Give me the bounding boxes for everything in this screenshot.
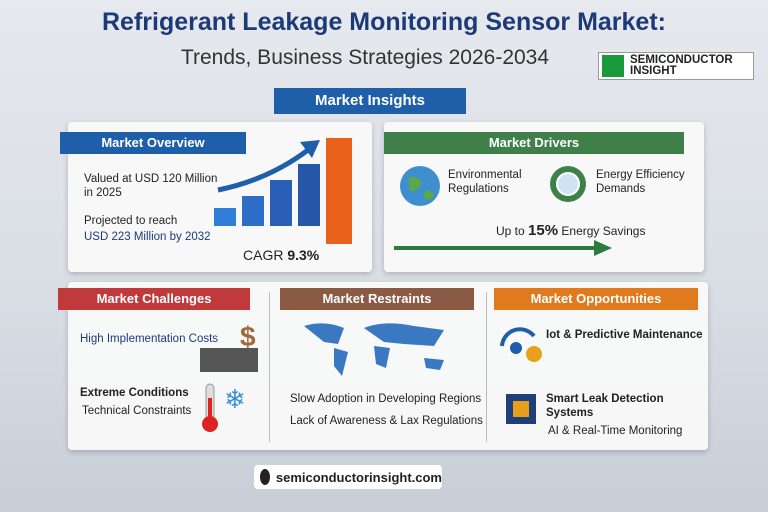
text: High Implementation Costs [80, 333, 219, 345]
svg-text:❄: ❄ [224, 384, 246, 414]
text: Projected to reach [84, 215, 178, 227]
heading: Market Restraints [280, 288, 474, 310]
lower-panel: Market Challenges High Implementation Co… [58, 282, 708, 450]
cagr: CAGR 9.3% [243, 247, 319, 263]
heading: Market Opportunities [494, 288, 698, 310]
map-icon [304, 323, 444, 376]
globe-icon [400, 166, 440, 206]
text: Smart Leak Detection Systems [546, 393, 664, 419]
cost-icon: $ [200, 321, 258, 372]
logo-text: SEMICONDUCTOR [630, 54, 733, 66]
text: Up to [496, 224, 525, 238]
arrow [394, 240, 612, 256]
svg-text:$: $ [240, 321, 256, 352]
heading: Market Overview [60, 132, 246, 154]
logo: SEMICONDUCTOR INSIGHT [598, 52, 754, 80]
thermo-icon: ❄ [202, 383, 246, 432]
iot-icon [500, 327, 542, 362]
title: Refrigerant Leakage Monitoring Sensor Ma… [101, 8, 666, 36]
subtitle: Trends, Business Strategies 2026-2034 [180, 46, 550, 69]
text: AI & Real-Time Monitoring [548, 425, 683, 437]
cagr-value: 9.3% [287, 247, 320, 263]
text: Technical Constraints [82, 405, 192, 417]
overview-panel: Market Overview Valued at USD 120 Millio… [60, 122, 372, 272]
energy-icon [550, 166, 586, 202]
text: Energy Efficiency Demands [596, 169, 685, 195]
logo-text: INSIGHT [630, 65, 677, 77]
text: Extreme Conditions [80, 387, 189, 399]
chip-icon [506, 394, 536, 424]
bars-graphic [214, 138, 352, 244]
banner: Market Insights [274, 88, 466, 114]
text: Environmental Regulations [448, 169, 522, 195]
cagr-label: CAGR [243, 247, 284, 263]
text: Valued at USD 120 Million in 2025 [84, 173, 218, 199]
drivers-panel: Market Drivers Environmental Regulations… [384, 122, 704, 272]
heading: Market Drivers [384, 132, 684, 154]
text: Energy Savings [561, 224, 646, 238]
text: Slow Adoption in Developing Regions [290, 393, 482, 405]
heading: Market Challenges [58, 288, 250, 310]
footer: semiconductorinsight.com [254, 465, 442, 489]
savings: Up to 15% Energy Savings [496, 222, 645, 239]
text: Lack of Awareness & Lax Regulations [290, 415, 483, 427]
footer-url: semiconductorinsight.com [275, 469, 442, 485]
text: USD 223 Million by 2032 [84, 231, 211, 243]
text: Iot & Predictive Maintenance [546, 329, 703, 341]
text: 15% [528, 222, 559, 239]
